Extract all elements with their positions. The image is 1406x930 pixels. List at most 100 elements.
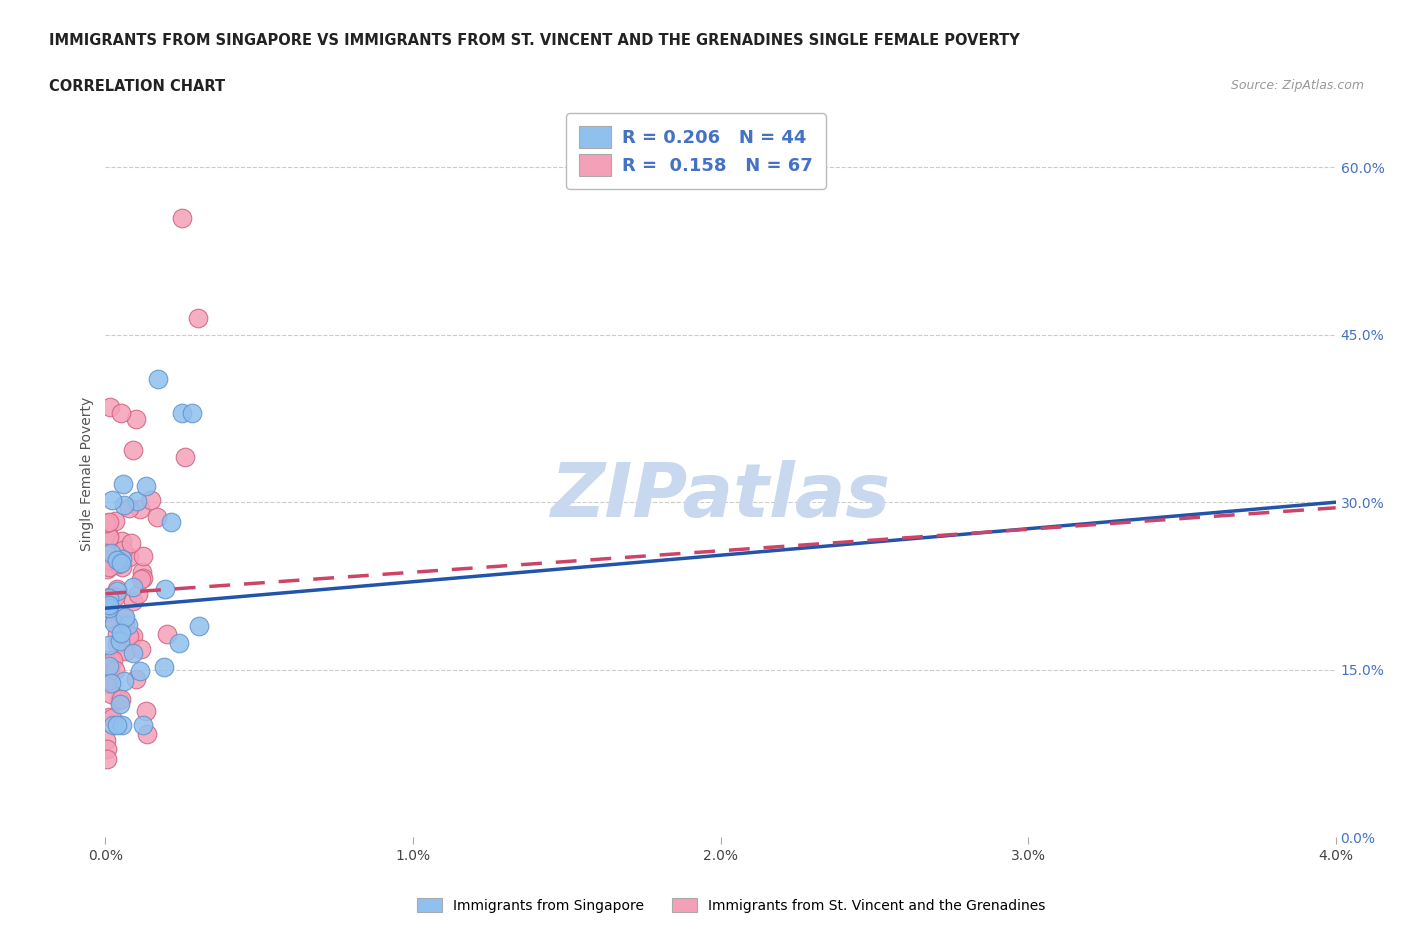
Legend: Immigrants from Singapore, Immigrants from St. Vincent and the Grenadines: Immigrants from Singapore, Immigrants fr… (412, 893, 1050, 919)
Point (110, 625, 132, 640)
Point (105, 718, 128, 733)
Point (96, 597, 118, 612)
Point (105, 552, 128, 567)
Point (121, 645, 143, 660)
Point (98, 662, 121, 677)
Point (110, 692, 132, 707)
Point (98, 530, 121, 545)
Point (94, 515, 117, 530)
Point (125, 671, 148, 686)
Text: Source: ZipAtlas.com: Source: ZipAtlas.com (1230, 79, 1364, 92)
Point (174, 450, 197, 465)
Point (96, 751, 118, 766)
Point (129, 642, 152, 657)
Point (100, 545, 122, 560)
Point (120, 536, 142, 551)
Point (112, 673, 135, 688)
Y-axis label: Single Female Poverty: Single Female Poverty (80, 397, 94, 551)
Point (111, 534, 134, 549)
Point (97, 590, 120, 604)
Point (129, 572, 152, 587)
Point (97, 601, 120, 616)
Point (94, 733, 117, 748)
Point (121, 443, 143, 458)
Point (188, 618, 211, 633)
Point (131, 718, 153, 733)
Point (97, 559, 120, 574)
Point (100, 686, 122, 701)
Point (146, 372, 169, 387)
Point (134, 479, 156, 494)
Point (107, 626, 129, 641)
Point (135, 704, 157, 719)
Point (100, 654, 122, 669)
Point (108, 633, 131, 648)
Point (111, 543, 134, 558)
Point (105, 584, 128, 599)
Point (146, 510, 169, 525)
Point (107, 637, 129, 652)
Point (139, 492, 162, 507)
Point (121, 593, 143, 608)
Point (131, 565, 153, 579)
Point (111, 718, 134, 733)
Point (153, 581, 176, 596)
Point (117, 550, 139, 565)
Text: ZIPatlas: ZIPatlas (551, 459, 890, 533)
Point (98, 598, 121, 613)
Point (100, 676, 122, 691)
Point (127, 586, 149, 601)
Text: IMMIGRANTS FROM SINGAPORE VS IMMIGRANTS FROM ST. VINCENT AND THE GRENADINES SING: IMMIGRANTS FROM SINGAPORE VS IMMIGRANTS … (49, 33, 1019, 47)
Point (114, 644, 136, 658)
Point (101, 653, 124, 668)
Point (107, 556, 129, 571)
Point (132, 548, 155, 563)
Point (97, 637, 120, 652)
Point (97, 677, 120, 692)
Point (172, 210, 194, 225)
Point (110, 697, 132, 711)
Point (128, 502, 150, 517)
Point (101, 718, 124, 733)
Point (187, 311, 209, 325)
Point (114, 617, 136, 631)
Point (96, 653, 118, 668)
Point (101, 711, 124, 725)
Point (101, 492, 124, 507)
Point (111, 559, 134, 574)
Point (97, 528, 120, 543)
Point (125, 411, 148, 426)
Point (98, 710, 121, 724)
Point (131, 570, 153, 585)
Point (136, 726, 159, 741)
Point (97, 611, 120, 626)
Point (96, 604, 118, 619)
Point (156, 627, 179, 642)
Point (96, 600, 118, 615)
Point (104, 513, 127, 528)
Point (114, 498, 136, 512)
Point (98, 552, 121, 567)
Point (97, 659, 120, 674)
Point (97, 514, 120, 529)
Point (125, 494, 148, 509)
Point (98, 673, 121, 688)
Point (104, 590, 127, 604)
Text: CORRELATION CHART: CORRELATION CHART (49, 79, 225, 94)
Point (118, 501, 141, 516)
Point (160, 514, 183, 529)
Legend: R = 0.206   N = 44, R =  0.158   N = 67: R = 0.206 N = 44, R = 0.158 N = 67 (567, 113, 825, 189)
Point (122, 579, 145, 594)
Point (96, 742, 118, 757)
Point (97, 591, 120, 605)
Point (117, 628, 139, 643)
Point (108, 693, 131, 708)
Point (111, 477, 134, 492)
Point (114, 609, 136, 624)
Point (172, 405, 194, 420)
Point (105, 582, 128, 597)
Point (112, 610, 135, 625)
Point (110, 555, 132, 570)
Point (98, 400, 121, 415)
Point (110, 405, 132, 420)
